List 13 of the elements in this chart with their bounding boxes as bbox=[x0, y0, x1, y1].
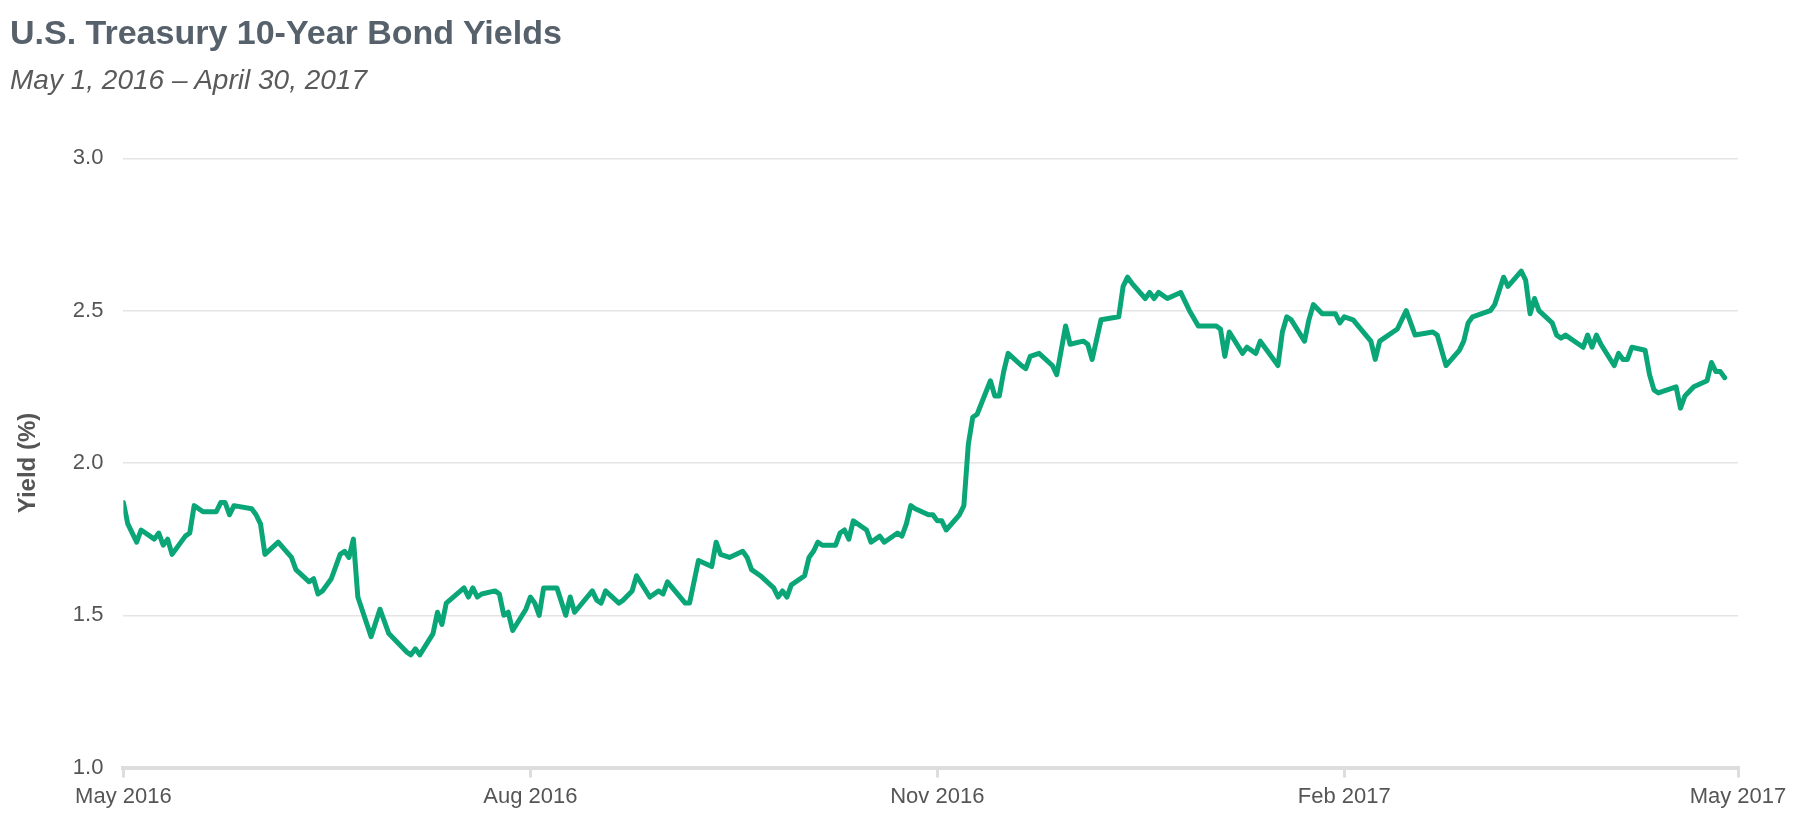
x-tick-label: Feb 2017 bbox=[1297, 782, 1391, 808]
x-tick-label: May 2016 bbox=[75, 782, 172, 808]
x-tick-label: Aug 2016 bbox=[483, 782, 578, 808]
y-tick-label: 1.0 bbox=[72, 753, 104, 779]
chart-title: U.S. Treasury 10-Year Bond Yields bbox=[10, 12, 562, 51]
x-tick-label: May 2017 bbox=[1689, 782, 1787, 808]
y-tick-label: 1.5 bbox=[72, 601, 104, 627]
y-tick-label: 2.5 bbox=[72, 296, 104, 322]
y-axis-title: Yield (%) bbox=[13, 412, 41, 514]
chart-subtitle: May 1, 2016 – April 30, 2017 bbox=[10, 64, 369, 96]
y-tick-label: 3.0 bbox=[72, 144, 104, 170]
y-tick-label: 2.0 bbox=[72, 449, 104, 475]
x-tick-label: Nov 2016 bbox=[890, 782, 985, 808]
